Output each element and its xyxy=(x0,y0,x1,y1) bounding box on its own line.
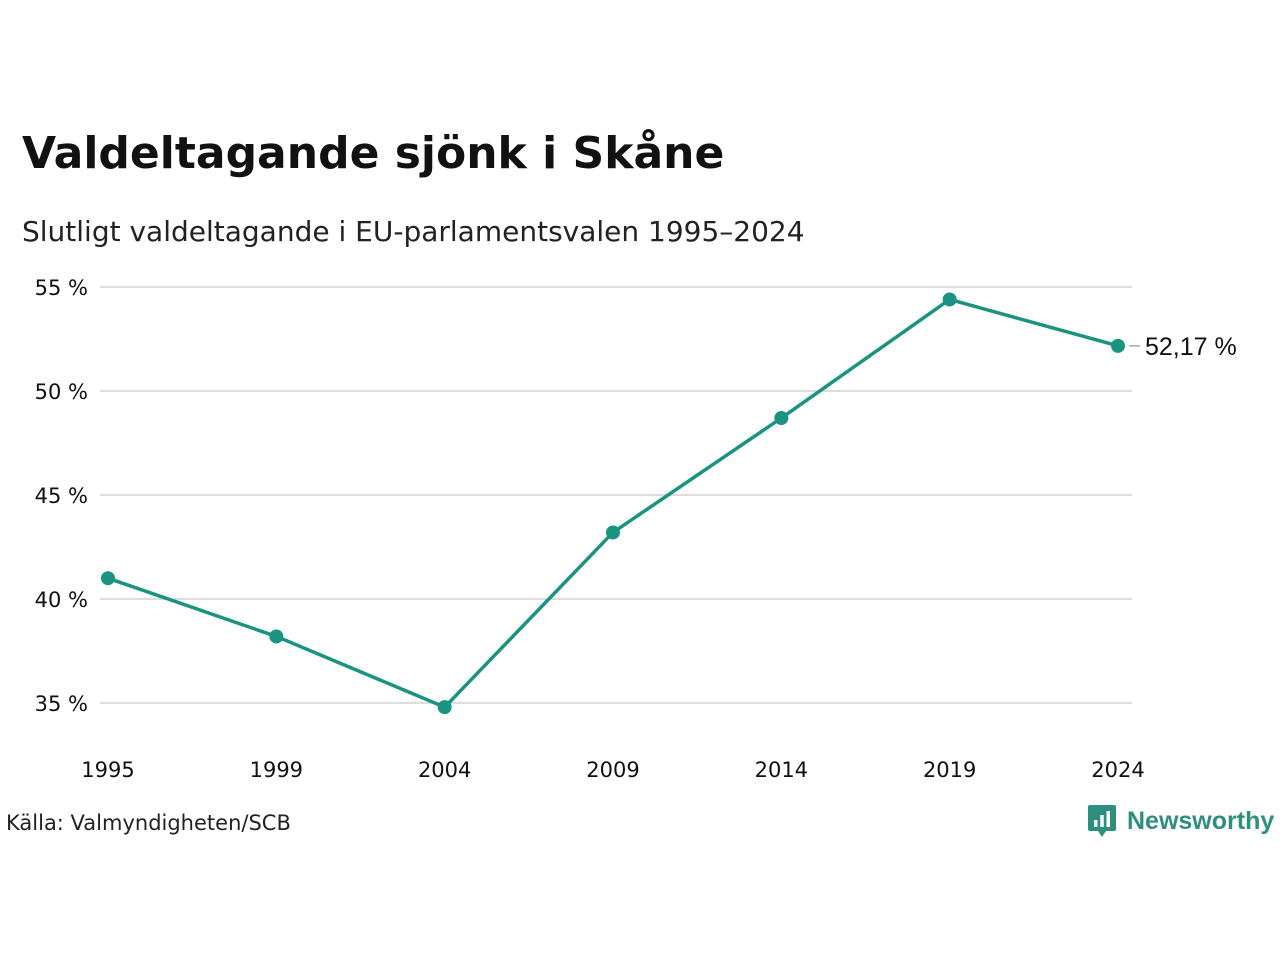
y-tick-label: 35 % xyxy=(35,692,88,716)
x-tick-label: 2014 xyxy=(755,758,808,782)
brand-logo: Newsworthy xyxy=(1087,803,1274,839)
x-tick-label: 2019 xyxy=(923,758,976,782)
series-line xyxy=(106,297,1120,709)
y-tick-label: 55 % xyxy=(35,276,88,300)
series-line-layer xyxy=(106,297,1120,709)
data-point xyxy=(437,700,452,715)
y-tick-label: 45 % xyxy=(35,484,88,508)
line-chart: 35 % 40 % 45 % 50 % 55 % 1995 1999 2004 2009 201… xyxy=(35,276,1237,782)
x-tick-label: 2024 xyxy=(1091,758,1144,782)
y-axis-ticks: 35 % 40 % 45 % 50 % 55 % xyxy=(35,276,88,716)
x-axis-ticks: 1995 1999 2004 2009 2014 2019 2024 xyxy=(81,758,1144,782)
brand-name: Newsworthy xyxy=(1127,806,1275,835)
chart-title: Valdeltagande sjönk i Skåne xyxy=(22,128,725,179)
y-tick-label: 50 % xyxy=(35,380,88,404)
y-tick-label: 40 % xyxy=(35,588,88,612)
chart-subtitle: Slutligt valdeltagande i EU-parlamentsva… xyxy=(22,215,805,248)
source-note: Källa: Valmyndigheten/SCB xyxy=(6,811,291,835)
grid-lines xyxy=(100,286,1132,704)
newsworthy-logo-icon xyxy=(1088,805,1116,837)
x-tick-label: 1995 xyxy=(81,758,134,782)
data-point xyxy=(269,629,284,644)
data-point xyxy=(942,292,957,307)
data-point xyxy=(774,411,789,426)
data-point xyxy=(1111,338,1125,353)
data-point xyxy=(101,571,115,586)
x-tick-label: 2009 xyxy=(586,758,639,782)
end-value-label: 52,17 % xyxy=(1145,333,1237,361)
data-point xyxy=(606,525,620,540)
x-tick-label: 2004 xyxy=(418,758,471,782)
end-label-layer: 52,17 % xyxy=(1129,333,1237,361)
x-tick-label: 1999 xyxy=(250,758,303,782)
data-points xyxy=(101,292,1125,715)
